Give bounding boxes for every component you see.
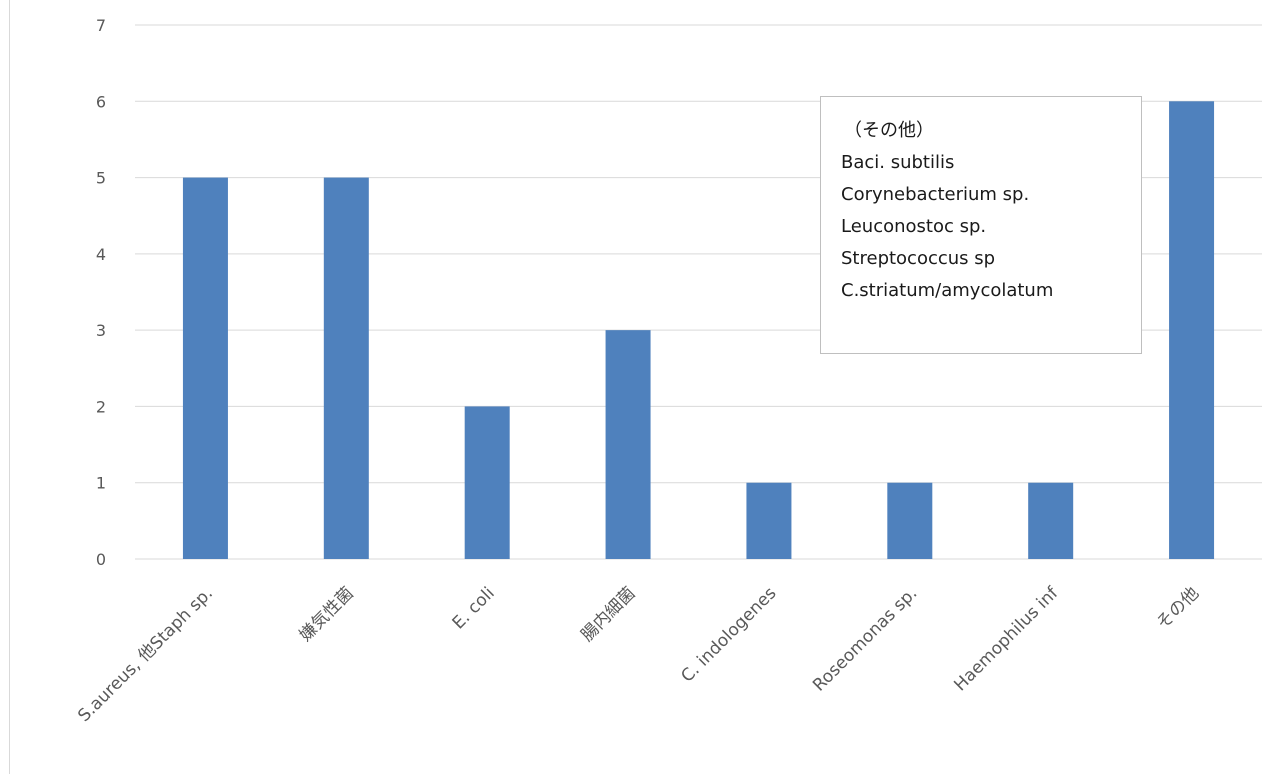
x-tick-label: 腸内細菌 <box>577 583 639 645</box>
bar <box>464 406 510 559</box>
annotation-line: C.striatum/amycolatum <box>841 280 1054 301</box>
bar <box>1169 101 1215 560</box>
y-tick-label: 4 <box>96 245 106 264</box>
annotation-line: Corynebacterium sp. <box>841 184 1030 205</box>
x-tick-label: S.aureus, 他Staph sp. <box>74 583 217 726</box>
annotation-title: （その他） <box>844 120 934 141</box>
bar <box>323 177 369 560</box>
x-tick-label: E. coli <box>449 583 499 633</box>
bar <box>605 330 651 559</box>
annotation-line: Leuconostoc sp. <box>841 216 987 237</box>
annotation-line: Streptococcus sp <box>841 248 996 269</box>
bar <box>182 177 228 560</box>
y-tick-label: 1 <box>96 474 106 493</box>
y-tick-label: 3 <box>96 321 106 340</box>
y-tick-label: 0 <box>96 550 106 569</box>
annotation-box: （その他） Baci. subtilis Corynebacterium sp.… <box>820 96 1142 354</box>
y-tick-label: 5 <box>96 169 106 188</box>
x-tick-label: その他 <box>1153 583 1203 633</box>
x-tick-label: Roseomonas sp. <box>809 583 921 695</box>
bars <box>182 101 1215 560</box>
x-tick-labels: S.aureus, 他Staph sp. 嫌気性菌 E. coli 腸内細菌 C. in… <box>74 583 1203 726</box>
annotation-line: Baci. subtilis <box>841 152 955 173</box>
x-tick-label: C. indologenes <box>677 583 780 686</box>
bar <box>1028 482 1074 559</box>
y-tick-labels: 0 1 2 3 4 5 6 7 <box>96 16 106 569</box>
x-tick-label: 嫌気性菌 <box>296 583 358 645</box>
bar <box>887 482 933 559</box>
chart-left-border <box>9 0 10 774</box>
y-tick-label: 6 <box>96 92 106 111</box>
bar <box>746 482 792 559</box>
y-tick-label: 2 <box>96 397 106 416</box>
x-tick-label: Haemophilus inf <box>950 583 1063 696</box>
gridlines <box>135 24 1262 560</box>
y-tick-label: 7 <box>96 16 106 35</box>
